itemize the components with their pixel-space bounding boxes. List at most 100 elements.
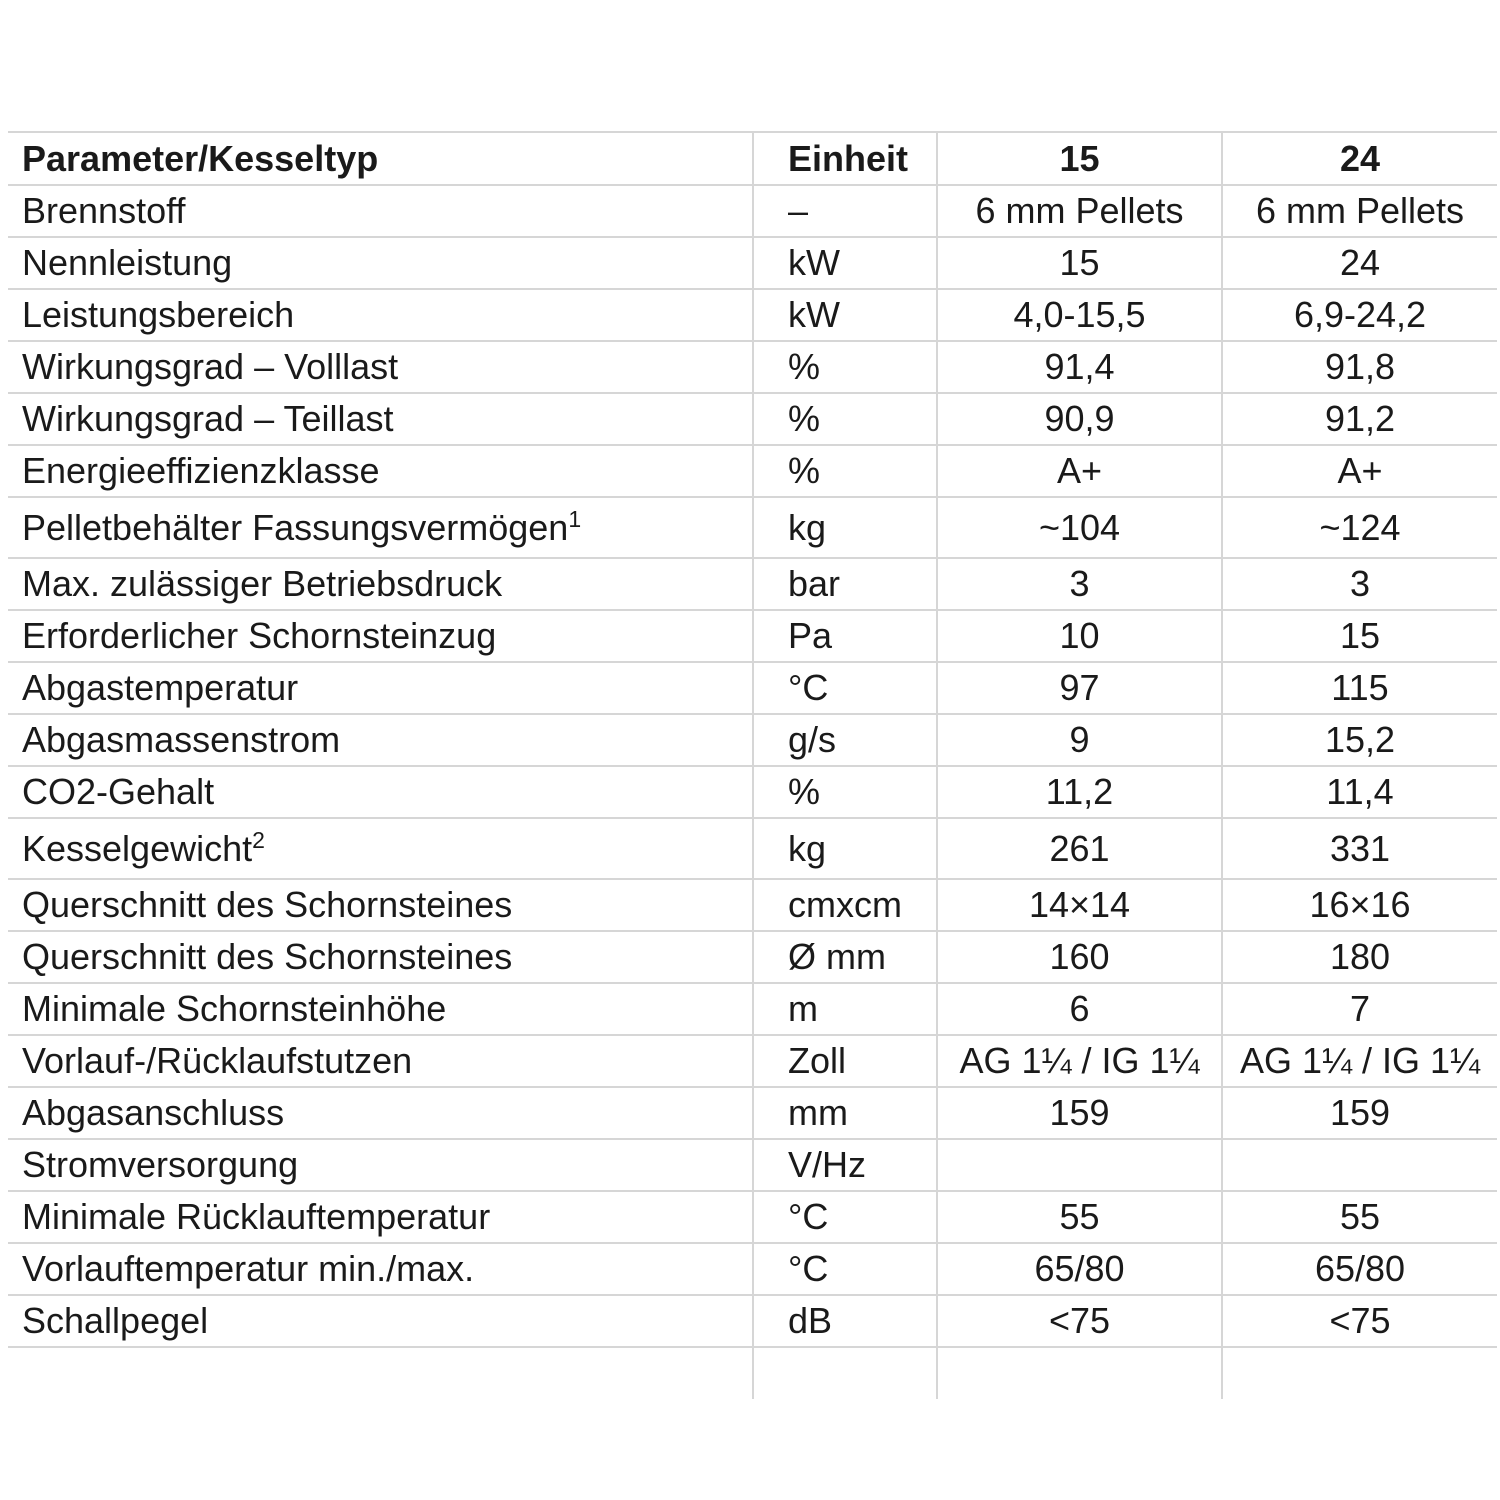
empty-value-24-cell xyxy=(1221,1346,1497,1399)
spec-row: Max. zulässiger Betriebsdruck bar 3 3 xyxy=(8,557,1497,610)
parameter-cell: Querschnitt des Schornsteines xyxy=(8,930,753,983)
header-einheit: Einheit xyxy=(752,131,937,185)
parameter-cell: Wirkungsgrad – Teillast xyxy=(8,392,753,445)
value-15-cell: 6 mm Pellets xyxy=(936,184,1222,237)
value-15-cell: 55 xyxy=(936,1190,1222,1243)
value-15-cell: 65/80 xyxy=(936,1242,1222,1295)
value-15-cell: 97 xyxy=(936,661,1222,714)
value-15-cell: AG 1¼ / IG 1¼ xyxy=(936,1034,1222,1087)
unit-cell: % xyxy=(752,392,937,445)
parameter-label: Minimale Schornsteinhöhe xyxy=(22,988,447,1030)
value-15-cell: 10 xyxy=(936,609,1222,662)
spec-row: Abgasmassenstrom g/s 9 15,2 xyxy=(8,713,1497,766)
spec-row: Wirkungsgrad – Volllast % 91,4 91,8 xyxy=(8,340,1497,393)
parameter-label: Minimale Rücklauftemperatur xyxy=(22,1196,491,1238)
spec-row: CO2-Gehalt % 11,2 11,4 xyxy=(8,765,1497,818)
unit-cell: % xyxy=(752,444,937,497)
value-15-cell: 4,0-15,5 xyxy=(936,288,1222,341)
spec-row: Minimale Schornsteinhöhe m 6 7 xyxy=(8,982,1497,1035)
spec-row: Wirkungsgrad – Teillast % 90,9 91,2 xyxy=(8,392,1497,445)
parameter-cell: Querschnitt des Schornsteines xyxy=(8,878,753,931)
unit-cell: mm xyxy=(752,1086,937,1139)
spec-row: Abgasanschluss mm 159 159 xyxy=(8,1086,1497,1139)
value-15-cell: ~104 xyxy=(936,496,1222,558)
spec-row: Erforderlicher Schornsteinzug Pa 10 15 xyxy=(8,609,1497,662)
value-24-cell xyxy=(1221,1138,1497,1191)
parameter-cell: Abgasmassenstrom xyxy=(8,713,753,766)
value-24-cell: 91,8 xyxy=(1221,340,1497,393)
parameter-label: Vorlauftemperatur min./max. xyxy=(22,1248,475,1290)
unit-cell: % xyxy=(752,340,937,393)
value-24-cell: 15 xyxy=(1221,609,1497,662)
spec-row: Kesselgewicht2 kg 261 331 xyxy=(8,817,1497,879)
unit-cell: % xyxy=(752,765,937,818)
spec-row: Schallpegel dB <75 <75 xyxy=(8,1294,1497,1347)
spec-row: Pelletbehälter Fassungsvermögen1 kg ~104… xyxy=(8,496,1497,558)
value-24-cell: 24 xyxy=(1221,236,1497,289)
parameter-cell: Abgastemperatur xyxy=(8,661,753,714)
value-15-cell: 14×14 xyxy=(936,878,1222,931)
parameter-cell: Max. zulässiger Betriebsdruck xyxy=(8,557,753,610)
parameter-label: Vorlauf-/Rücklaufstutzen xyxy=(22,1040,413,1082)
spec-row: Vorlauftemperatur min./max. °C 65/80 65/… xyxy=(8,1242,1497,1295)
parameter-label: Pelletbehälter Fassungsvermögen xyxy=(22,506,569,548)
empty-value-15-cell xyxy=(936,1346,1222,1399)
header-model-15: 15 xyxy=(936,131,1222,185)
value-15-cell: 3 xyxy=(936,557,1222,610)
header-row: Parameter/Kesseltyp Einheit 15 24 xyxy=(8,131,1497,185)
header-model-24: 24 xyxy=(1221,131,1497,185)
spec-row: Brennstoff – 6 mm Pellets 6 mm Pellets xyxy=(8,184,1497,237)
unit-cell: kW xyxy=(752,236,937,289)
spec-row: Leistungsbereich kW 4,0-15,5 6,9-24,2 xyxy=(8,288,1497,341)
value-15-cell: <75 xyxy=(936,1294,1222,1347)
value-24-cell: 331 xyxy=(1221,817,1497,879)
spec-row: Abgastemperatur °C 97 115 xyxy=(8,661,1497,714)
parameter-cell: Minimale Schornsteinhöhe xyxy=(8,982,753,1035)
value-15-cell: 91,4 xyxy=(936,340,1222,393)
unit-cell: Pa xyxy=(752,609,937,662)
parameter-label: Abgasmassenstrom xyxy=(22,719,341,761)
parameter-cell: Brennstoff xyxy=(8,184,753,237)
empty-unit-cell xyxy=(752,1346,937,1399)
value-24-cell: AG 1¼ / IG 1¼ xyxy=(1221,1034,1497,1087)
empty-parameter-cell xyxy=(8,1346,753,1399)
parameter-label: Abgastemperatur xyxy=(22,667,299,709)
value-24-cell: 180 xyxy=(1221,930,1497,983)
value-15-cell: A+ xyxy=(936,444,1222,497)
spec-row: Querschnitt des Schornsteines cmxcm 14×1… xyxy=(8,878,1497,931)
parameter-cell: Erforderlicher Schornsteinzug xyxy=(8,609,753,662)
value-24-cell: 6,9-24,2 xyxy=(1221,288,1497,341)
spec-row: Minimale Rücklauftemperatur °C 55 55 xyxy=(8,1190,1497,1243)
parameter-cell: Leistungsbereich xyxy=(8,288,753,341)
unit-cell: m xyxy=(752,982,937,1035)
parameter-cell: Kesselgewicht2 xyxy=(8,817,753,879)
parameter-cell: Pelletbehälter Fassungsvermögen1 xyxy=(8,496,753,558)
unit-cell: dB xyxy=(752,1294,937,1347)
parameter-label: Wirkungsgrad – Volllast xyxy=(22,346,399,388)
parameter-cell: CO2-Gehalt xyxy=(8,765,753,818)
unit-cell: °C xyxy=(752,661,937,714)
unit-cell: kW xyxy=(752,288,937,341)
value-24-cell: 11,4 xyxy=(1221,765,1497,818)
spec-row: Energieeffizienzklasse % A+ A+ xyxy=(8,444,1497,497)
unit-cell: Zoll xyxy=(752,1034,937,1087)
value-15-cell: 11,2 xyxy=(936,765,1222,818)
value-15-cell: 160 xyxy=(936,930,1222,983)
parameter-label: Kesselgewicht xyxy=(22,827,253,869)
value-15-cell: 9 xyxy=(936,713,1222,766)
spec-rows: Brennstoff – 6 mm Pellets 6 mm Pellets N… xyxy=(8,184,1497,1347)
parameter-label: Brennstoff xyxy=(22,190,186,232)
value-24-cell: 16×16 xyxy=(1221,878,1497,931)
parameter-label: Max. zulässiger Betriebsdruck xyxy=(22,563,503,605)
parameter-label: CO2-Gehalt xyxy=(22,771,215,813)
spec-row: Vorlauf-/Rücklaufstutzen Zoll AG 1¼ / IG… xyxy=(8,1034,1497,1087)
value-24-cell: 6 mm Pellets xyxy=(1221,184,1497,237)
parameter-cell: Minimale Rücklauftemperatur xyxy=(8,1190,753,1243)
value-24-cell: 15,2 xyxy=(1221,713,1497,766)
parameter-label: Energieeffizienzklasse xyxy=(22,450,380,492)
value-24-cell: 91,2 xyxy=(1221,392,1497,445)
empty-trailing-row xyxy=(8,1346,1497,1399)
value-24-cell: 115 xyxy=(1221,661,1497,714)
value-24-cell: 159 xyxy=(1221,1086,1497,1139)
parameter-label: Nennleistung xyxy=(22,242,233,284)
